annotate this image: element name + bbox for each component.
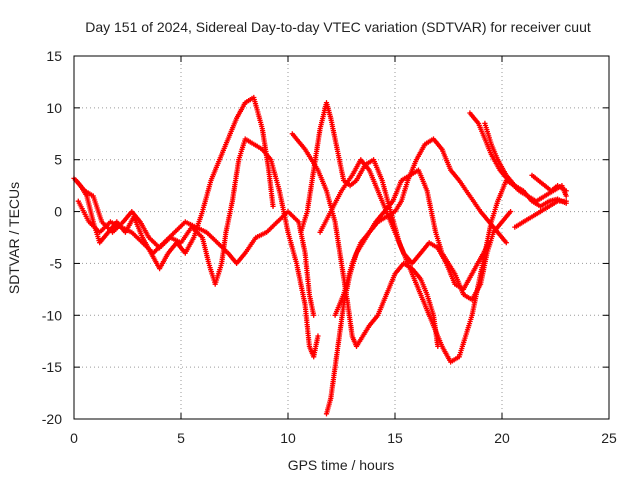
y-tick-label: -10 <box>42 307 62 323</box>
data-point-marker <box>311 312 317 318</box>
data-point-marker <box>507 208 514 215</box>
series-track-2 <box>73 136 321 360</box>
y-tick-label: 10 <box>46 100 62 116</box>
data-series <box>71 94 569 417</box>
data-point-marker <box>563 198 569 204</box>
series-track-11 <box>512 198 569 230</box>
grid-lines <box>74 56 609 419</box>
y-tick-label: 0 <box>54 204 62 220</box>
y-axis-label: SDTVAR / TECUs <box>6 182 22 294</box>
series-trace <box>72 96 275 270</box>
data-point-marker <box>503 240 509 246</box>
x-tick-label: 20 <box>494 430 510 446</box>
x-tick-label: 25 <box>601 430 617 446</box>
series-trace <box>334 137 508 317</box>
y-tick-label: -5 <box>50 255 63 271</box>
data-point-marker <box>315 333 321 339</box>
series-track-12 <box>529 172 569 194</box>
chart-title: Day 151 of 2024, Sidereal Day-to-day VTE… <box>85 19 591 35</box>
x-tick-label: 10 <box>280 430 296 446</box>
y-tick-label: -20 <box>42 411 62 427</box>
x-tick-label: 15 <box>387 430 403 446</box>
series-track-3 <box>75 198 317 318</box>
series-track-4 <box>289 131 441 349</box>
data-point-marker <box>563 193 569 199</box>
data-point-marker <box>486 240 492 246</box>
series-track-1 <box>71 94 276 272</box>
x-tick-label: 5 <box>177 430 185 446</box>
axis-ticks: 0 5 10 15 20 25 15 10 5 0 -5 -10 -15 -20 <box>42 48 617 446</box>
y-tick-label: 15 <box>46 48 62 64</box>
data-point-marker <box>563 188 569 194</box>
x-axis-label: GPS time / hours <box>288 457 395 473</box>
series-trace <box>74 137 320 358</box>
x-tick-label: 0 <box>70 430 78 446</box>
data-point-marker <box>270 203 276 209</box>
y-tick-label: -15 <box>42 359 62 375</box>
y-tick-label: 5 <box>54 152 62 168</box>
series-track-8 <box>332 136 509 318</box>
plot-frame <box>73 55 610 420</box>
series-track-7 <box>317 157 492 292</box>
